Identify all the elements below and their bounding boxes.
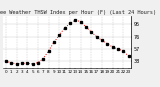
Title: Milwaukee Weather THSW Index per Hour (F) (Last 24 Hours): Milwaukee Weather THSW Index per Hour (F… [0,10,156,15]
